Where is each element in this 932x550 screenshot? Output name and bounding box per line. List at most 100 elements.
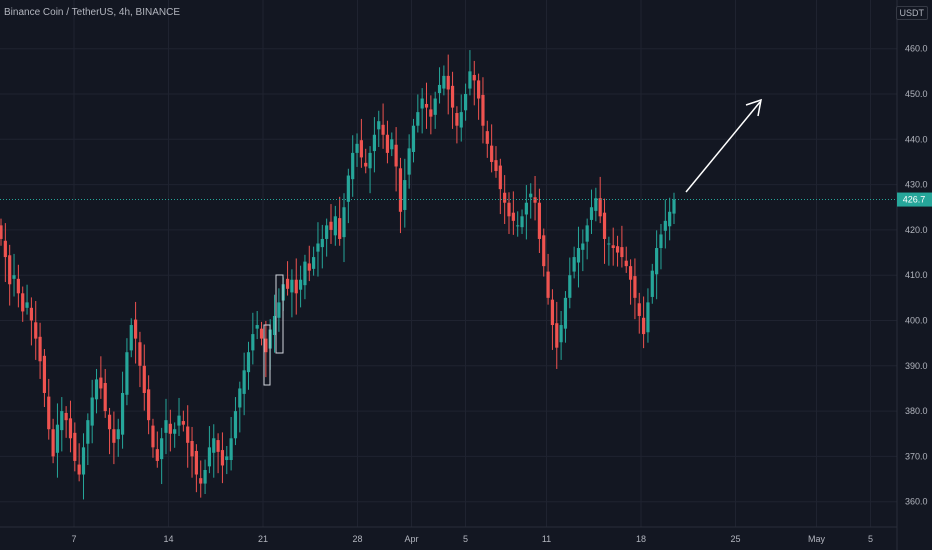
candle-down [611,245,615,249]
y-tick-label: 460.0 [905,44,928,54]
candle-up [655,248,659,275]
candle-down [620,247,624,258]
candle-down [633,276,637,298]
candle-down [394,144,398,167]
candle-down [29,307,33,321]
candle-up [559,325,563,343]
candle-down [51,429,55,457]
candle-up [86,420,90,444]
candle-down [99,377,103,389]
candle-down [151,425,155,448]
candle-up [524,202,528,215]
candle-down [490,145,494,162]
candle-up [516,225,520,227]
candle-up [585,225,589,242]
candle-up [177,415,181,426]
x-tick-label: 5 [868,534,873,544]
candle-up [290,279,294,293]
candle-up [238,388,242,408]
candle-up [368,152,372,169]
candle-down [472,74,476,81]
candle-up [298,279,303,290]
x-tick-label: 28 [352,534,362,544]
candle-down [147,389,151,421]
annotation-arrow-line[interactable] [685,101,761,193]
candle-up [403,180,407,210]
candle-up [442,75,446,89]
x-tick-label: May [808,534,826,544]
candle-down [142,365,146,393]
candle-down [285,278,290,289]
y-tick-label: 420.0 [905,225,928,235]
candle-down [637,303,641,316]
candle-up [94,379,99,400]
candle-up [320,238,324,248]
candle-up [251,334,255,351]
candle-up [594,198,598,211]
candle-up [233,411,238,439]
candle-down [477,80,481,99]
annotation-arrow-head[interactable] [745,98,762,117]
candle-up [411,125,416,152]
candle-up [81,447,86,475]
candle-down [73,432,77,461]
candle-up [433,98,437,115]
candle-down [0,225,3,239]
last-price-value: 426.7 [903,195,926,205]
candle-down [77,464,81,475]
candle-down [503,192,507,203]
candle-up [663,220,667,231]
candle-down [455,113,459,126]
candle-down [385,134,390,153]
candle-down [21,293,25,312]
candle-down [216,440,220,452]
candle-up [568,275,572,298]
currency-unit-label[interactable]: USDT [895,6,928,20]
candle-down [16,278,20,294]
candle-down [533,197,537,203]
candle-down [3,240,7,258]
candle-up [303,261,307,286]
y-tick-label: 380.0 [905,406,928,416]
candle-down [494,160,498,172]
candle-up [572,257,576,272]
candle-down [398,168,403,212]
candle-up [520,216,524,228]
y-tick-label: 440.0 [905,134,928,144]
candle-down [307,263,311,271]
candle-up [372,134,377,152]
candle-down [34,322,38,339]
candle-down [338,218,342,239]
candle-down [542,235,546,267]
y-tick-label: 390.0 [905,361,928,371]
chart-title: Binance Coin / TetherUS, 4h, BINANCE [4,7,181,18]
candle-down [190,440,194,457]
candle-up [416,112,420,126]
candle-down [598,198,602,217]
candle-up [173,429,177,434]
candle-down [199,478,203,484]
y-tick-label: 410.0 [905,270,928,280]
candle-up [355,143,359,153]
candle-down [364,162,368,167]
candle-up [25,302,29,308]
x-tick-label: 21 [258,534,268,544]
candle-up [203,469,207,484]
y-tick-label: 370.0 [905,451,928,461]
candle-up [255,325,259,329]
candle-up [272,315,277,335]
drawn-rectangle[interactable] [275,274,284,354]
x-tick-label: 7 [71,534,76,544]
candle-down [294,279,298,294]
candle-up [581,243,585,250]
candle-down [642,317,646,335]
candle-up [407,148,411,175]
candle-up [164,420,168,433]
candle-up [589,207,594,220]
drawn-rectangle[interactable] [263,324,271,386]
candle-down [481,94,485,126]
candle-up [55,424,60,453]
candle-up [316,243,320,252]
candle-down [47,396,51,430]
